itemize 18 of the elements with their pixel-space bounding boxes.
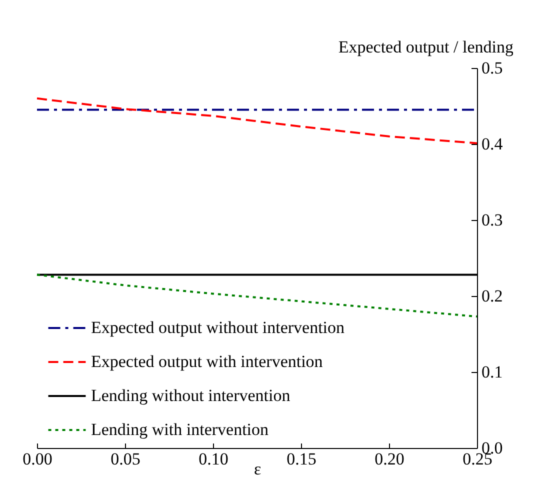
y-tick-label: 0.4 — [482, 134, 504, 154]
y-tick-label: 0.2 — [482, 286, 503, 306]
y-tick-label: 0.3 — [482, 210, 503, 230]
x-tick-label: 0.10 — [198, 450, 228, 468]
x-tick-label: 0.05 — [110, 450, 140, 468]
line-series — [36, 97, 478, 144]
y-tick-label: 0.5 — [482, 58, 503, 78]
legend-label: Expected output with intervention — [91, 352, 324, 371]
x-tick-label: 0.15 — [286, 450, 316, 468]
line-series — [36, 274, 478, 318]
legend-label: Lending with intervention — [91, 420, 270, 439]
x-axis-title: ε — [254, 460, 262, 478]
legend-label: Lending without intervention — [91, 386, 291, 405]
x-tick-label: 0.00 — [22, 450, 52, 468]
x-tick-label: 0.20 — [374, 450, 404, 468]
legend-label: Expected output without intervention — [91, 318, 346, 337]
y-tick-label: 0.1 — [482, 362, 503, 382]
y-axis-title: Expected output / lending — [338, 38, 514, 56]
